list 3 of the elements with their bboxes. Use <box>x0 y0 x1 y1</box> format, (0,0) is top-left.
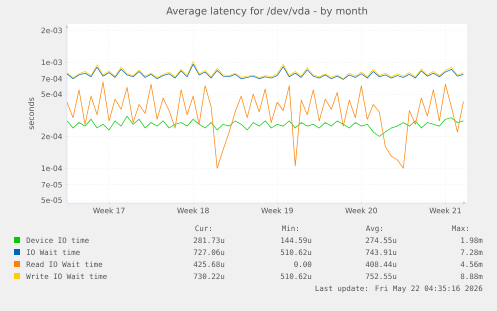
line-series <box>67 116 464 137</box>
line-series <box>67 82 464 169</box>
chart-title: Average latency for /dev/vda - by month <box>166 6 368 17</box>
